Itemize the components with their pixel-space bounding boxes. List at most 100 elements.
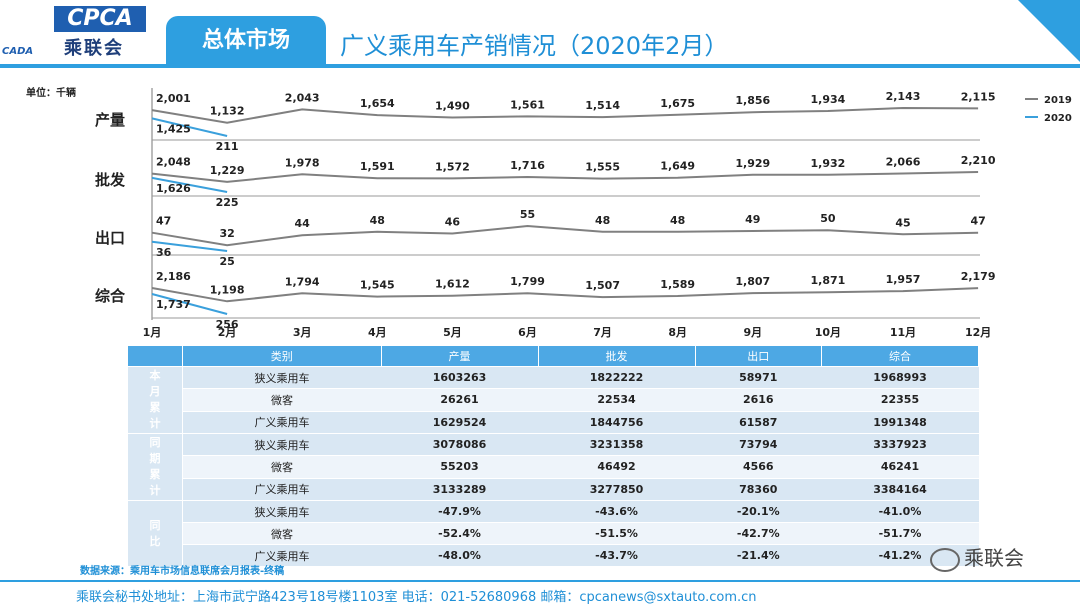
x-tick-label: 1月 (143, 326, 162, 339)
data-label: 1,198 (210, 283, 245, 296)
data-label: 1,871 (811, 274, 846, 287)
table-cell-value: -41.0% (821, 500, 979, 523)
data-label: 44 (295, 217, 311, 230)
data-label: 45 (895, 216, 910, 229)
series-line-2020 (151, 176, 228, 193)
table-cell-value: 55203 (381, 455, 539, 479)
x-tick-label: 3月 (293, 326, 312, 339)
table-row: 广义乘用车 3133289 3277850 78360 3384164 (128, 478, 979, 502)
data-label: 1,716 (510, 159, 545, 172)
data-label: 1,132 (210, 105, 245, 118)
table-group-label: 同比 (127, 500, 183, 567)
group-label-char: 月 (149, 385, 161, 398)
data-label: 1,561 (510, 98, 545, 111)
data-label: 1,555 (585, 161, 620, 174)
table-cell-value: -51.7% (821, 522, 979, 545)
table-header-blank (127, 345, 183, 367)
data-label: 1,978 (285, 156, 320, 169)
data-label: 36 (156, 246, 172, 259)
group-label-char: 累 (149, 401, 161, 414)
data-label: 1,932 (811, 157, 846, 170)
table-cell-value: 1822222 (538, 366, 696, 390)
table-cell-value: 1603263 (381, 366, 539, 390)
logo-cn-text: 乘联会 (64, 38, 124, 59)
table-cell-value: 78360 (695, 478, 822, 502)
series-line-2019 (151, 171, 979, 183)
data-label: 256 (216, 318, 239, 331)
data-label: 1,425 (156, 122, 191, 135)
x-tick-label: 7月 (593, 326, 612, 339)
table-cell-value: 1991348 (821, 411, 979, 435)
data-label: 32 (219, 227, 234, 240)
table-cell-value: 46241 (821, 455, 979, 479)
table-cell-value: 61587 (695, 411, 822, 435)
data-label: 1,514 (585, 99, 620, 112)
data-label: 1,507 (585, 279, 620, 292)
table-cell-value: 22534 (538, 388, 696, 412)
table-cell-value: -48.0% (381, 544, 539, 567)
data-label: 25 (219, 255, 234, 268)
table-row: 广义乘用车 -48.0% -43.7% -21.4% -41.2% (128, 544, 979, 567)
table-cell-category: 微客 (182, 388, 381, 412)
table-cell-value: 3078086 (381, 433, 539, 457)
data-label: 1,934 (811, 93, 846, 106)
table-row: 广义乘用车 1629524 1844756 61587 1991348 (128, 411, 979, 435)
data-label: 2,186 (156, 270, 191, 283)
data-label: 1,572 (435, 160, 470, 173)
panel-label: 产量 (95, 111, 125, 129)
table-cell-value: -42.7% (695, 522, 822, 545)
table-cell-category: 微客 (182, 455, 381, 479)
x-tick-label: 5月 (443, 326, 462, 339)
data-label: 1,794 (285, 275, 320, 288)
panel-label: 出口 (95, 229, 125, 247)
table-cell-value: 26261 (381, 388, 539, 412)
panel-label: 批发 (95, 171, 126, 189)
table-cell-category: 微客 (182, 522, 381, 545)
series-line-2019 (151, 224, 979, 247)
data-label: 2,210 (961, 154, 996, 167)
unit-label: 单位：千辆 (26, 88, 76, 99)
table-cell-value: 46492 (538, 455, 696, 479)
table-cell-value: 3337923 (821, 433, 979, 457)
table-cell-category: 广义乘用车 (182, 411, 381, 435)
data-label: 1,591 (360, 160, 395, 173)
section-tab: 总体市场 (166, 16, 326, 66)
group-label-char: 计 (149, 484, 161, 497)
wechat-icon (930, 547, 960, 572)
table-row: 本月累计狭义乘用车 1603263 1822222 58971 1968993 (127, 366, 979, 434)
table-cell-value: 4566 (695, 455, 822, 479)
table-header-wholesale: 批发 (537, 345, 696, 367)
data-label: 2,001 (156, 92, 191, 105)
table-cell-value: 1629524 (381, 411, 539, 435)
watermark-text: 乘联会 (964, 546, 1024, 570)
data-label: 2,043 (285, 91, 320, 104)
series-line-2019 (151, 287, 979, 303)
data-label: 55 (520, 208, 535, 221)
group-label-char: 期 (149, 452, 161, 465)
data-label: 2,143 (886, 90, 921, 103)
data-label: 2,066 (886, 155, 921, 168)
table-row: 微客 55203 46492 4566 46241 (128, 455, 979, 479)
table-cell-value: 1968993 (821, 366, 979, 390)
data-label: 2,048 (156, 156, 191, 169)
data-label: 1,589 (660, 278, 695, 291)
table-cell-value: -51.5% (538, 522, 696, 545)
table-header-production: 产量 (380, 345, 539, 367)
data-label: 1,490 (435, 99, 470, 112)
legend-entry: 2020 (1044, 113, 1072, 124)
x-tick-label: 8月 (668, 326, 687, 339)
data-label: 1,626 (156, 182, 191, 195)
data-label: 48 (670, 214, 685, 227)
table-cell-value: 3277850 (538, 478, 696, 502)
table-cell-value: -20.1% (695, 500, 822, 523)
data-label: 225 (216, 196, 239, 209)
data-label: 48 (370, 214, 385, 227)
data-label: 1,229 (210, 164, 245, 177)
table-header-export: 出口 (694, 345, 822, 367)
x-tick-label: 4月 (368, 326, 387, 339)
data-label: 47 (156, 215, 171, 228)
logo-sub-text: CADA (2, 46, 34, 57)
table-cell-value: -21.4% (695, 544, 822, 567)
x-tick-label: 12月 (965, 326, 991, 339)
data-label: 2,179 (961, 270, 996, 283)
